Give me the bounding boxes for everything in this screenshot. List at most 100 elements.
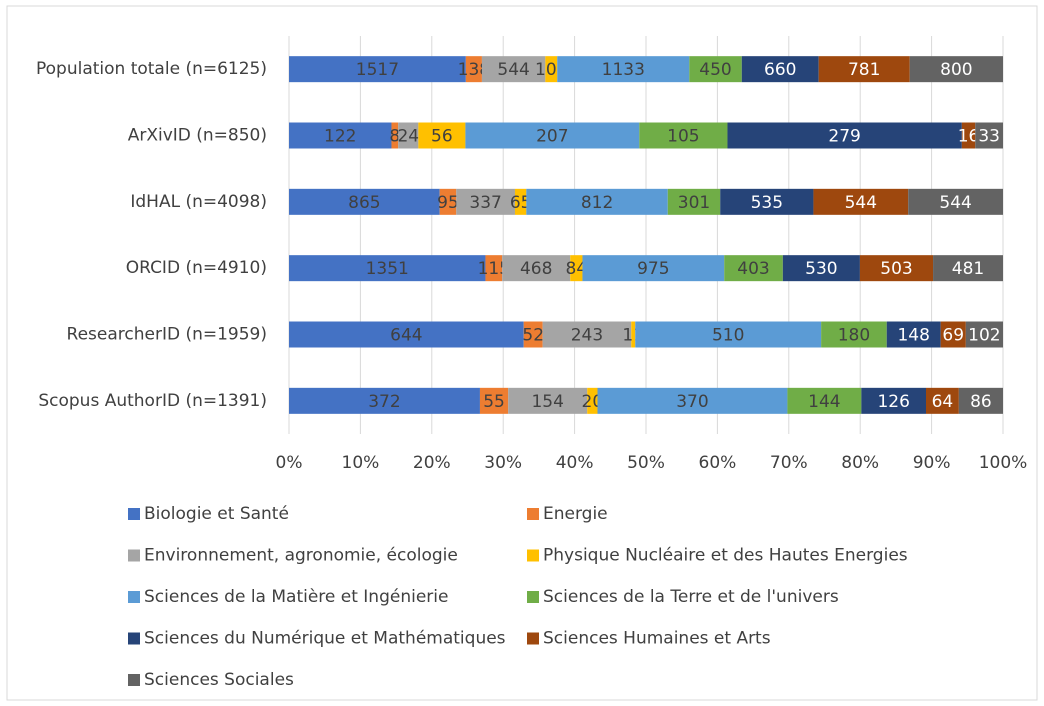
bar-segment xyxy=(635,321,822,348)
data-label: 148 xyxy=(897,326,929,346)
bar-segment xyxy=(289,321,524,348)
x-tick-label: 60% xyxy=(699,453,737,473)
data-label: 481 xyxy=(952,259,984,279)
data-label: 180 xyxy=(838,326,870,346)
bar-segment xyxy=(965,321,1003,348)
bar-segment xyxy=(909,56,1003,83)
data-label: 544 xyxy=(845,193,877,213)
bar-segment xyxy=(926,387,959,414)
bar-segment xyxy=(526,188,668,215)
legend-label: Energie xyxy=(543,504,608,524)
data-label: 102 xyxy=(968,326,1000,346)
legend-swatch xyxy=(527,508,539,520)
data-label: 55 xyxy=(483,392,505,412)
bar-segment xyxy=(861,387,927,414)
data-label: 56 xyxy=(431,127,453,147)
bar-segment xyxy=(597,387,788,414)
bar-segment xyxy=(639,122,728,149)
bar-segment xyxy=(508,387,588,414)
data-label: 812 xyxy=(581,193,613,213)
data-label: 84 xyxy=(566,259,588,279)
data-label: 16 xyxy=(958,127,980,147)
data-label: 105 xyxy=(667,127,699,147)
data-label: 52 xyxy=(522,326,544,346)
data-label: 301 xyxy=(678,193,710,213)
data-label: 279 xyxy=(828,127,860,147)
bar-segment xyxy=(542,321,632,348)
x-tick-label: 100% xyxy=(979,453,1028,473)
data-label: 64 xyxy=(932,392,954,412)
data-label: 372 xyxy=(368,392,400,412)
data-label: 115 xyxy=(478,259,510,279)
x-tick-label: 80% xyxy=(841,453,879,473)
bar-segment xyxy=(741,56,819,83)
legend-swatch xyxy=(527,591,539,603)
bar-segment xyxy=(398,122,419,149)
bar-segment xyxy=(557,56,690,83)
legend-swatch xyxy=(527,549,539,562)
y-tick-label: Scopus AuthorID (n=1391) xyxy=(38,391,267,411)
data-label: 65 xyxy=(510,193,532,213)
data-label: 126 xyxy=(877,392,909,412)
legend-swatch xyxy=(128,508,140,520)
legend-label: Sciences de la Terre et de l'univers xyxy=(543,587,839,607)
bar-segment xyxy=(465,56,482,83)
data-label: 530 xyxy=(805,259,837,279)
bar-segment xyxy=(289,122,392,149)
bar-segment xyxy=(289,387,480,414)
legend-label: Biologie et Santé xyxy=(144,504,289,524)
data-label: 468 xyxy=(520,259,552,279)
data-label: 154 xyxy=(531,392,563,412)
data-label: 450 xyxy=(699,60,731,80)
x-tick-label: 10% xyxy=(342,453,380,473)
data-label: 69 xyxy=(942,326,964,346)
bar-segment xyxy=(502,255,571,282)
data-label: 337 xyxy=(469,193,501,213)
legend-swatch xyxy=(128,591,140,603)
data-label: 243 xyxy=(571,326,603,346)
data-label: 144 xyxy=(808,392,840,412)
bar-segment xyxy=(479,387,509,414)
legend-label: Sciences du Numérique et Mathématiques xyxy=(144,629,506,649)
bar-segment xyxy=(724,255,783,282)
data-label: 370 xyxy=(676,392,708,412)
data-label: 1351 xyxy=(366,259,409,279)
bar-segment xyxy=(481,56,546,83)
bar-segment xyxy=(813,188,909,215)
bar-segment xyxy=(465,122,640,149)
data-label: 865 xyxy=(348,193,380,213)
data-label: 24 xyxy=(397,127,419,147)
legend-swatch xyxy=(128,549,140,562)
bar-segment xyxy=(859,255,934,282)
legend-label: Environnement, agronomie, écologie xyxy=(144,546,458,566)
legend-label: Sciences de la Matière et Ingénierie xyxy=(144,587,448,607)
x-tick-label: 20% xyxy=(413,453,451,473)
bar-segment xyxy=(582,255,725,282)
data-label: 1133 xyxy=(602,60,645,80)
bar-segment xyxy=(545,56,558,83)
y-tick-label: ResearcherID (n=1959) xyxy=(67,325,267,345)
bar-segment xyxy=(782,255,860,282)
chart-frame xyxy=(6,5,1038,701)
bar-segment xyxy=(689,56,742,83)
x-tick-label: 30% xyxy=(484,453,522,473)
bar-segment xyxy=(818,56,910,83)
legend-label: Sciences Sociales xyxy=(144,670,294,690)
bar-segment xyxy=(289,188,440,215)
data-label: 510 xyxy=(712,326,744,346)
bar-segment xyxy=(667,188,721,215)
bar-segment xyxy=(587,387,598,414)
bar-segment xyxy=(439,188,457,215)
y-tick-label: ArXivID (n=850) xyxy=(128,126,267,146)
data-label: 207 xyxy=(536,127,568,147)
legend-swatch xyxy=(128,632,140,645)
data-label: 800 xyxy=(940,60,972,80)
x-tick-label: 0% xyxy=(276,453,303,473)
bar-segment xyxy=(570,255,583,282)
bar-segment xyxy=(961,122,976,149)
bar-segment xyxy=(787,387,862,414)
bar-segment xyxy=(958,387,1003,414)
bar-segment xyxy=(631,321,636,348)
bar-segment xyxy=(289,56,466,83)
